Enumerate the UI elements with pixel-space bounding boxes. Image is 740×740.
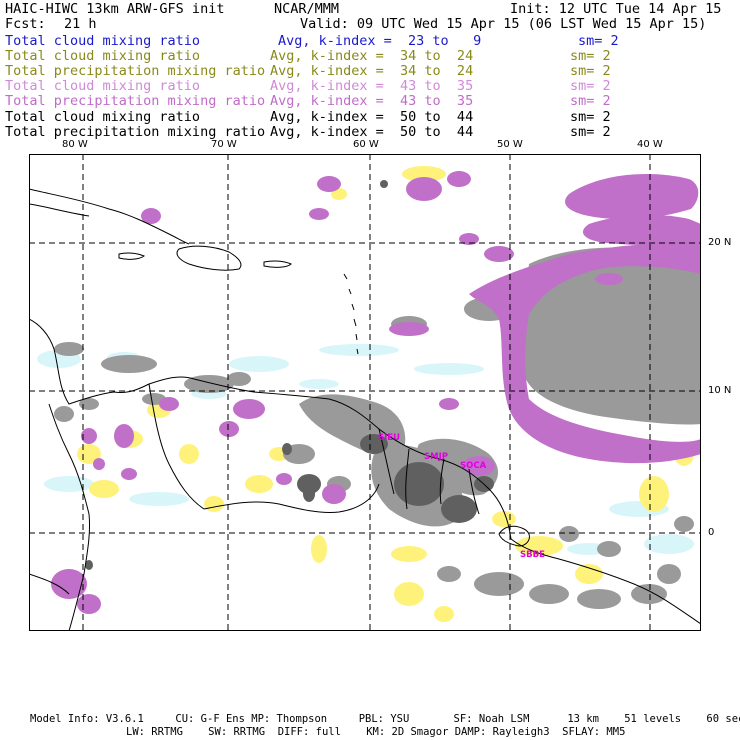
- field-name: Total precipitation mixing ratio: [5, 63, 266, 79]
- forecast-hour: 21 h: [64, 16, 97, 32]
- map-frame: [29, 154, 701, 631]
- field-sm: sm= 2: [570, 124, 611, 140]
- field-sm: sm= 2: [570, 63, 611, 79]
- model-title: HAIC-HIWC 13km ARW-GFS init: [5, 1, 225, 17]
- field-avg: Avg, k-index = 43 to 35: [270, 78, 474, 94]
- lon-label: 50 W: [497, 139, 523, 150]
- lon-label: 70 W: [211, 139, 237, 150]
- station-label: SOCA: [460, 461, 487, 471]
- lat-label: 0: [708, 527, 715, 538]
- field-name: Total cloud mixing ratio: [5, 109, 201, 125]
- field-sm: sm= 2: [570, 48, 611, 64]
- valid-time: Valid: 09 UTC Wed 15 Apr 15 (06 LST Wed …: [300, 16, 707, 32]
- coastlines: [29, 188, 701, 631]
- model-info-line1: Model Info: V3.6.1 CU: G-F Ens MP: Thomp…: [30, 713, 740, 725]
- field-name: Total cloud mixing ratio: [5, 78, 201, 94]
- lat-label: 10 N: [708, 385, 732, 396]
- field-name: Total precipitation mixing ratio: [5, 124, 266, 140]
- lat-label: 20 N: [708, 237, 732, 248]
- center-label: NCAR/MMM: [274, 1, 340, 17]
- lon-label: 80 W: [62, 139, 88, 150]
- field-sm: sm= 2: [578, 33, 619, 49]
- field-name: Total cloud mixing ratio: [5, 48, 201, 64]
- init-time: Init: 12 UTC Tue 14 Apr 15: [510, 1, 722, 17]
- station-label: SMJP: [424, 452, 448, 462]
- field-sm: sm= 2: [570, 109, 611, 125]
- field-avg: Avg, k-index = 23 to 9: [278, 33, 482, 49]
- field-sm: sm= 2: [570, 78, 611, 94]
- field-avg: Avg, k-index = 43 to 35: [270, 93, 474, 109]
- field-name: Total precipitation mixing ratio: [5, 93, 266, 109]
- field-sm: sm= 2: [570, 93, 611, 109]
- field-avg: Avg, k-index = 50 to 44: [270, 109, 474, 125]
- model-info-line2: LW: RRTMG SW: RRTMG DIFF: full KM: 2D Sm…: [126, 726, 626, 738]
- forecast-map: [29, 154, 701, 631]
- purple-cloud-layer: [51, 171, 701, 614]
- field-name: Total cloud mixing ratio: [5, 33, 201, 49]
- forecast-label: Fcst:: [5, 16, 46, 32]
- field-avg: Avg, k-index = 34 to 24: [270, 48, 474, 64]
- station-label: SBBE: [520, 550, 545, 560]
- field-avg: Avg, k-index = 34 to 24: [270, 63, 474, 79]
- station-label: SIEU: [378, 433, 400, 443]
- lon-label: 40 W: [637, 139, 663, 150]
- gridlines: [29, 154, 701, 631]
- field-avg: Avg, k-index = 50 to 44: [270, 124, 474, 140]
- lon-label: 60 W: [353, 139, 379, 150]
